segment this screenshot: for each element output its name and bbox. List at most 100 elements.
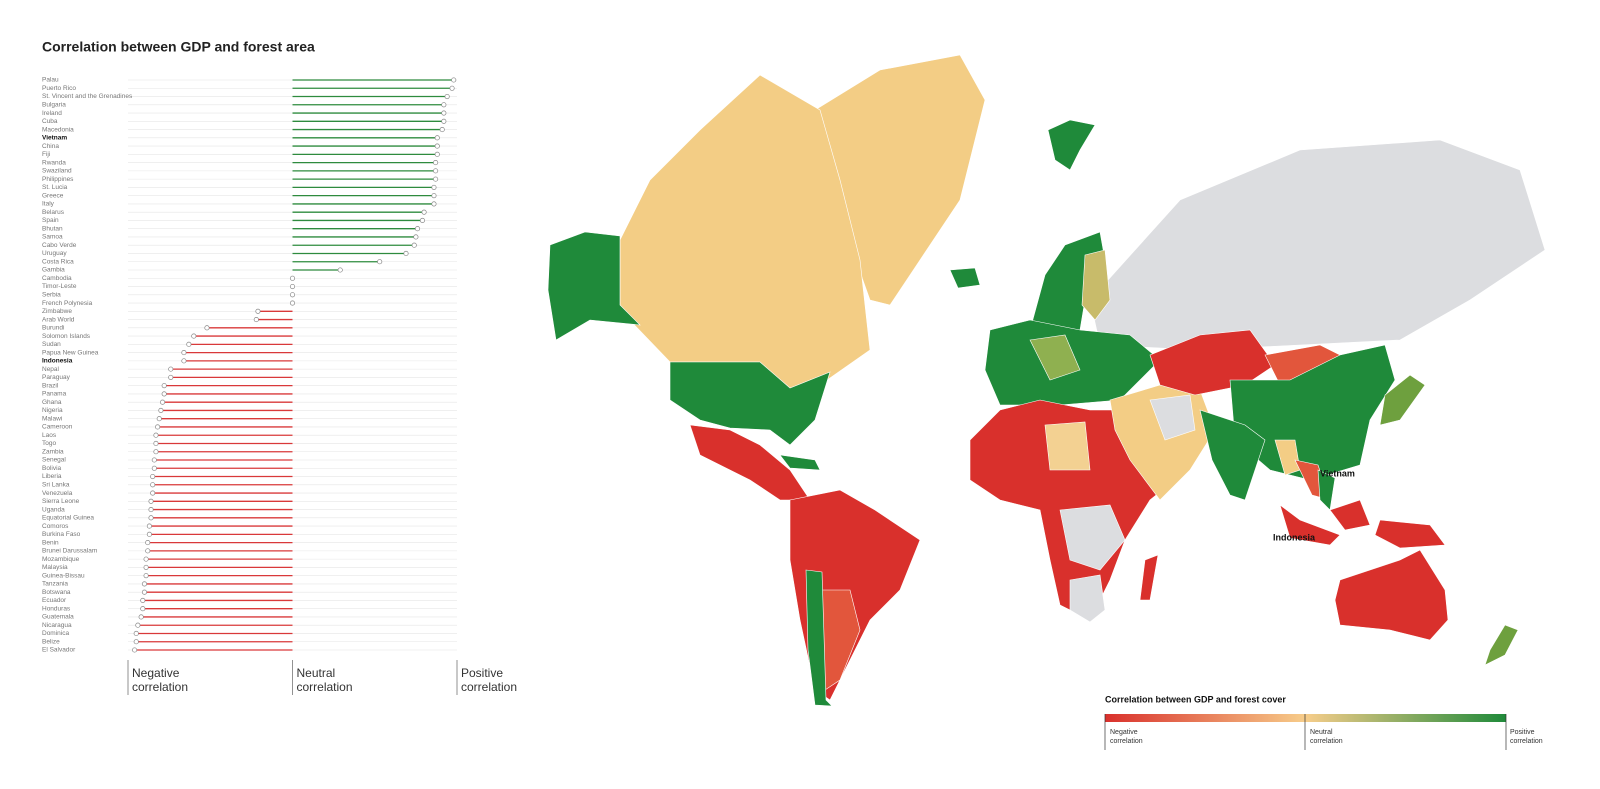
dot	[153, 440, 159, 447]
dot	[151, 457, 157, 463]
dot	[150, 473, 156, 480]
dot	[441, 118, 447, 124]
y-tick-label: Fiji	[42, 151, 50, 158]
legend-title: Correlation between GDP and forest cover	[1105, 694, 1286, 704]
dot	[148, 507, 154, 513]
world-map	[547, 54, 1546, 707]
y-tick-label: Cabo Verde	[42, 242, 77, 249]
y-tick-label: Spain	[42, 217, 59, 224]
y-tick-label: Samoa	[42, 234, 63, 241]
dot	[146, 523, 152, 529]
dot	[146, 531, 152, 537]
dot	[132, 647, 138, 653]
y-tick-label: Greece	[42, 192, 64, 199]
y-tick-label: Tanzania	[42, 581, 68, 588]
dot	[153, 432, 159, 438]
y-tick-label: Palau	[42, 77, 59, 84]
dot	[191, 333, 197, 339]
dot	[141, 589, 148, 595]
dot	[153, 449, 159, 455]
dot	[143, 573, 149, 579]
y-tick-label: Italy	[42, 201, 55, 208]
dot	[253, 317, 259, 323]
dot	[419, 217, 426, 223]
y-tick-label: Puerto Rico	[42, 85, 76, 92]
y-tick-label: Brazil	[42, 382, 59, 389]
y-tick-label: Uruguay	[42, 250, 67, 257]
y-tick-label: Rwanda	[42, 159, 66, 166]
y-tick-label: Guinea-Bissau	[42, 572, 85, 579]
y-tick-label: Liberia	[42, 473, 62, 480]
dot	[433, 168, 439, 174]
y-tick-label: Nepal	[42, 366, 60, 373]
dot	[433, 160, 439, 166]
dot	[133, 630, 139, 637]
y-tick-label: Uganda	[42, 506, 65, 513]
y-tick-label: Malawi	[42, 415, 62, 422]
y-tick-label: French Polynesia	[42, 300, 93, 307]
y-tick-label: China	[42, 143, 59, 150]
dot	[155, 424, 161, 430]
dot	[289, 275, 296, 281]
dot	[151, 465, 157, 471]
y-tick-label: Bhutan	[42, 225, 63, 232]
dot	[441, 110, 447, 116]
dot	[159, 399, 166, 405]
dot	[434, 143, 440, 149]
dot	[168, 374, 174, 380]
dot	[421, 209, 427, 215]
y-tick-label: Indonesia	[42, 358, 73, 365]
dot	[161, 391, 167, 397]
y-tick-label: Sudan	[42, 341, 61, 348]
dot	[143, 556, 149, 562]
map-label: Vietnam	[1320, 468, 1355, 478]
y-tick-label: Malaysia	[42, 564, 68, 571]
y-tick-label: Senegal	[42, 457, 66, 464]
y-tick-label: St. Lucia	[42, 184, 68, 191]
y-tick-label: Paraguay	[42, 374, 71, 381]
y-tick-label: Honduras	[42, 605, 71, 612]
dot	[138, 614, 144, 620]
y-tick-label: Togo	[42, 440, 56, 447]
y-tick-label: Timor-Leste	[42, 283, 77, 290]
dot	[414, 226, 421, 232]
dot	[411, 242, 417, 248]
dot	[439, 127, 445, 133]
y-tick-label: Sierra Leone	[42, 498, 80, 505]
legend-gradient	[1105, 714, 1506, 722]
y-tick-label: Ireland	[42, 110, 62, 117]
y-tick-label: Laos	[42, 432, 57, 439]
y-tick-label: Cameroon	[42, 424, 73, 431]
y-tick-label: Gambia	[42, 267, 65, 274]
dot	[156, 416, 162, 422]
legend-label: Positive correlation	[1510, 729, 1543, 745]
y-tick-label: Nicaragua	[42, 622, 72, 629]
y-tick-label: Sri Lanka	[42, 482, 70, 489]
dot	[148, 515, 154, 521]
dot	[255, 308, 261, 314]
dot	[141, 581, 148, 587]
dot	[168, 366, 174, 372]
dot	[186, 341, 192, 347]
dot	[337, 267, 343, 273]
dot	[451, 77, 457, 83]
x-tick-label: Positive correlation	[461, 666, 518, 694]
y-tick-label: Brunei Darussalam	[42, 548, 97, 555]
dot	[403, 250, 409, 257]
dot	[145, 540, 151, 546]
dot	[145, 548, 151, 554]
y-tick-label: Comoros	[42, 523, 69, 530]
y-tick-label: Ghana	[42, 399, 62, 406]
y-tick-label: Dominica	[42, 630, 69, 637]
y-tick-label: Solomon Islands	[42, 333, 91, 340]
y-tick-label: Mozambique	[42, 556, 80, 563]
legend-label: Negative correlation	[1110, 729, 1143, 745]
dot	[204, 325, 210, 331]
y-tick-label: Serbia	[42, 292, 61, 299]
dot	[449, 85, 455, 91]
dot	[434, 135, 440, 141]
y-tick-label: Burkina Faso	[42, 531, 81, 538]
dot	[431, 184, 437, 190]
